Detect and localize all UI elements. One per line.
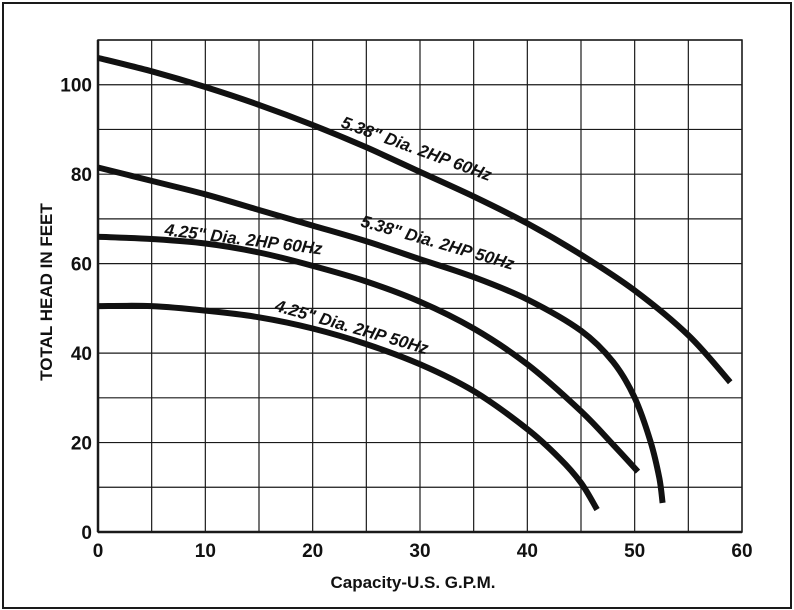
y-axis-label: TOTAL HEAD IN FEET xyxy=(37,203,56,381)
y-tick-label: 0 xyxy=(81,523,92,544)
series-line-2 xyxy=(97,164,666,504)
y-tick-label: 80 xyxy=(71,165,92,186)
series-line-1 xyxy=(97,54,733,385)
series-label-3: 4.25" Dia. 2HP 60Hz xyxy=(163,220,324,258)
x-axis-label: Capacity-U.S. G.P.M. xyxy=(330,573,495,592)
plot-border xyxy=(97,39,743,533)
grid xyxy=(96,39,743,534)
x-tick-label: 40 xyxy=(517,541,538,562)
x-tick-label: 10 xyxy=(195,541,216,562)
ticks: 0 10 20 30 40 50 60 0 20 40 60 80 100 xyxy=(60,76,752,562)
series-line-3 xyxy=(97,233,641,474)
x-tick-label: 0 xyxy=(93,541,104,562)
series-line-4 xyxy=(97,302,600,512)
y-tick-label: 20 xyxy=(71,434,92,455)
x-tick-label: 60 xyxy=(731,541,752,562)
x-tick-label: 50 xyxy=(624,541,645,562)
x-tick-label: 20 xyxy=(302,541,323,562)
x-tick-label: 30 xyxy=(409,541,430,562)
y-tick-label: 100 xyxy=(60,76,92,97)
y-tick-label: 40 xyxy=(71,344,92,365)
y-tick-label: 60 xyxy=(71,255,92,276)
curves xyxy=(97,54,733,512)
